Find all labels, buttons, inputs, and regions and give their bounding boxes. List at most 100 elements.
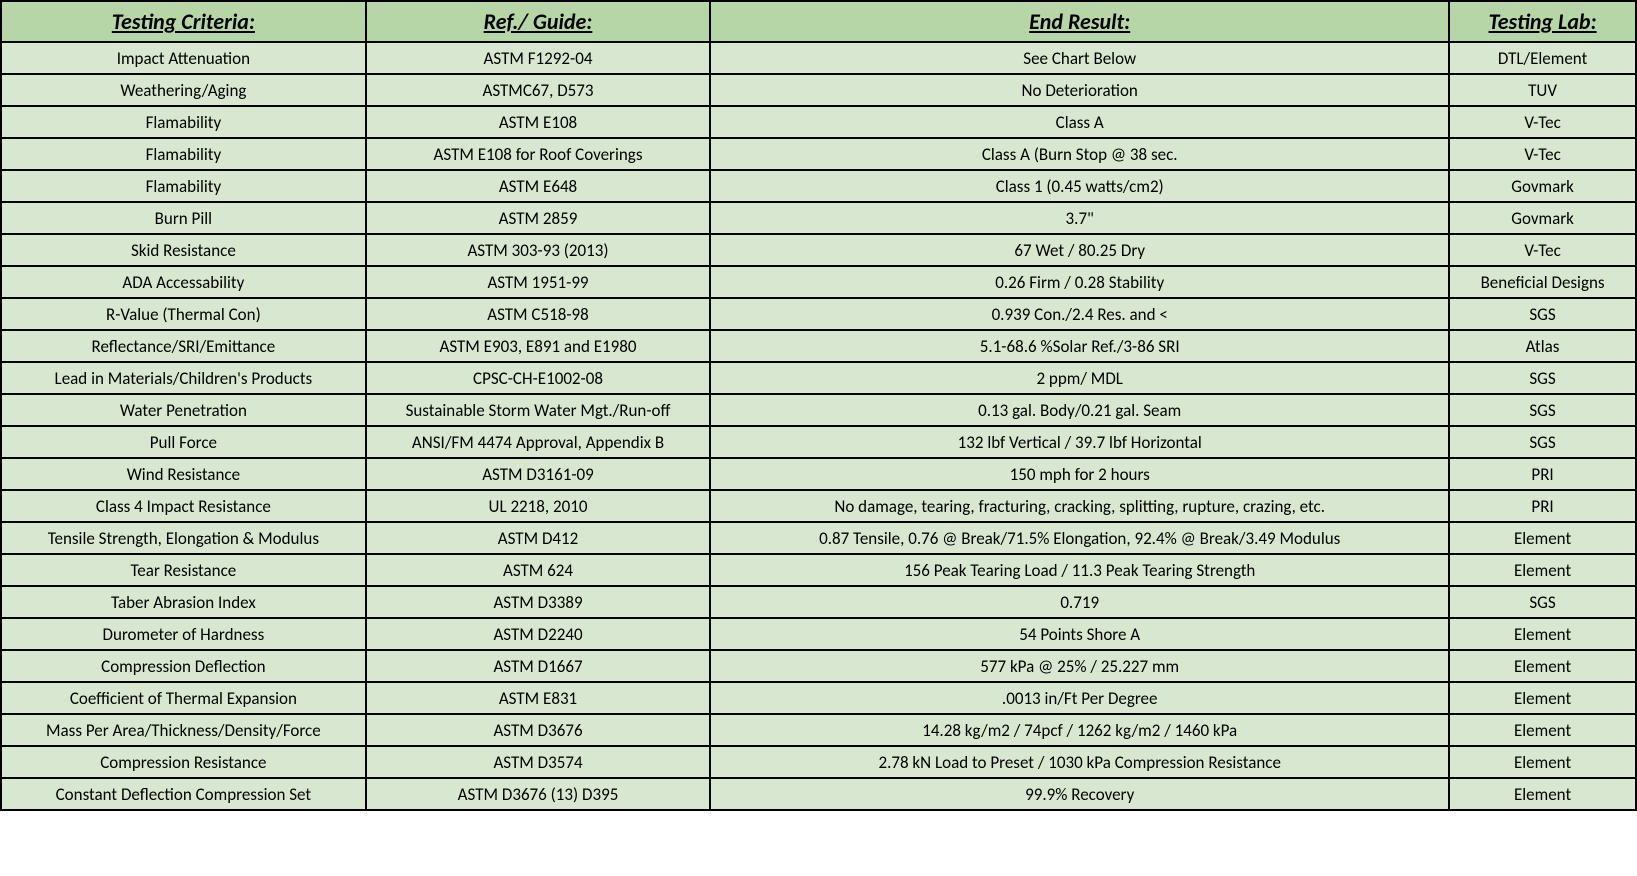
cell-ref: ASTM 2859 [366, 202, 711, 234]
cell-result: 0.87 Tensile, 0.76 @ Break/71.5% Elongat… [710, 522, 1449, 554]
cell-ref: ASTM E831 [366, 682, 711, 714]
table-row: Impact AttenuationASTM F1292-04See Chart… [1, 42, 1636, 74]
cell-criteria: Compression Resistance [1, 746, 366, 778]
cell-criteria: Durometer of Hardness [1, 618, 366, 650]
table-row: ADA AccessabilityASTM 1951-990.26 Firm /… [1, 266, 1636, 298]
cell-criteria: Flamability [1, 138, 366, 170]
cell-ref: Sustainable Storm Water Mgt./Run-off [366, 394, 711, 426]
cell-result: Class 1 (0.45 watts/cm2) [710, 170, 1449, 202]
cell-criteria: ADA Accessability [1, 266, 366, 298]
cell-result: 5.1-68.6 %Solar Ref./3-86 SRI [710, 330, 1449, 362]
cell-result: 2.78 kN Load to Preset / 1030 kPa Compre… [710, 746, 1449, 778]
table-row: Constant Deflection Compression SetASTM … [1, 778, 1636, 810]
cell-ref: ASTM D3389 [366, 586, 711, 618]
cell-ref: ASTM E648 [366, 170, 711, 202]
testing-criteria-table: Testing Criteria: Ref./ Guide: End Resul… [0, 0, 1637, 811]
table-row: Coefficient of Thermal ExpansionASTM E83… [1, 682, 1636, 714]
cell-criteria: Constant Deflection Compression Set [1, 778, 366, 810]
table-row: FlamabilityASTM E108 for Roof CoveringsC… [1, 138, 1636, 170]
cell-criteria: Mass Per Area/Thickness/Density/Force [1, 714, 366, 746]
table-row: FlamabilityASTM E108Class AV-Tec [1, 106, 1636, 138]
cell-ref: ASTM D1667 [366, 650, 711, 682]
cell-lab: Element [1449, 650, 1636, 682]
cell-lab: Element [1449, 618, 1636, 650]
cell-ref: ASTM E108 for Roof Coverings [366, 138, 711, 170]
cell-lab: Element [1449, 714, 1636, 746]
cell-result: 0.939 Con./2.4 Res. and < [710, 298, 1449, 330]
cell-result: 67 Wet / 80.25 Dry [710, 234, 1449, 266]
cell-ref: ASTM D2240 [366, 618, 711, 650]
cell-ref: ASTMC67, D573 [366, 74, 711, 106]
cell-criteria: Pull Force [1, 426, 366, 458]
cell-lab: DTL/Element [1449, 42, 1636, 74]
cell-lab: Element [1449, 554, 1636, 586]
cell-lab: PRI [1449, 458, 1636, 490]
cell-result: 99.9% Recovery [710, 778, 1449, 810]
cell-criteria: Compression Deflection [1, 650, 366, 682]
cell-ref: ASTM D3676 [366, 714, 711, 746]
cell-lab: Govmark [1449, 170, 1636, 202]
table-body: Impact AttenuationASTM F1292-04See Chart… [1, 42, 1636, 810]
table-row: FlamabilityASTM E648Class 1 (0.45 watts/… [1, 170, 1636, 202]
table-row: Tensile Strength, Elongation & ModulusAS… [1, 522, 1636, 554]
col-header-criteria: Testing Criteria: [1, 1, 366, 42]
cell-result: 132 lbf Vertical / 39.7 lbf Horizontal [710, 426, 1449, 458]
cell-lab: Atlas [1449, 330, 1636, 362]
cell-lab: SGS [1449, 362, 1636, 394]
table-row: Skid ResistanceASTM 303-93 (2013)67 Wet … [1, 234, 1636, 266]
cell-criteria: Skid Resistance [1, 234, 366, 266]
cell-criteria: Wind Resistance [1, 458, 366, 490]
cell-lab: V-Tec [1449, 138, 1636, 170]
cell-lab: Element [1449, 522, 1636, 554]
cell-result: 3.7" [710, 202, 1449, 234]
col-header-ref: Ref./ Guide: [366, 1, 711, 42]
cell-ref: ASTM C518-98 [366, 298, 711, 330]
cell-criteria: Flamability [1, 170, 366, 202]
cell-result: 150 mph for 2 hours [710, 458, 1449, 490]
cell-ref: ASTM 303-93 (2013) [366, 234, 711, 266]
cell-ref: UL 2218, 2010 [366, 490, 711, 522]
table-row: Taber Abrasion IndexASTM D33890.719SGS [1, 586, 1636, 618]
cell-criteria: Reflectance/SRI/Emittance [1, 330, 366, 362]
cell-ref: ASTM E903, E891 and E1980 [366, 330, 711, 362]
cell-ref: ASTM E108 [366, 106, 711, 138]
table-row: Class 4 Impact ResistanceUL 2218, 2010No… [1, 490, 1636, 522]
cell-result: 14.28 kg/m2 / 74pcf / 1262 kg/m2 / 1460 … [710, 714, 1449, 746]
cell-criteria: Burn Pill [1, 202, 366, 234]
cell-lab: Element [1449, 746, 1636, 778]
cell-result: 0.26 Firm / 0.28 Stability [710, 266, 1449, 298]
cell-criteria: Taber Abrasion Index [1, 586, 366, 618]
cell-lab: Govmark [1449, 202, 1636, 234]
cell-criteria: Flamability [1, 106, 366, 138]
table-row: Wind ResistanceASTM D3161-09150 mph for … [1, 458, 1636, 490]
cell-ref: CPSC-CH-E1002-08 [366, 362, 711, 394]
cell-result: Class A (Burn Stop @ 38 sec. [710, 138, 1449, 170]
cell-result: 0.719 [710, 586, 1449, 618]
cell-result: 577 kPa @ 25% / 25.227 mm [710, 650, 1449, 682]
cell-criteria: R-Value (Thermal Con) [1, 298, 366, 330]
cell-result: 0.13 gal. Body/0.21 gal. Seam [710, 394, 1449, 426]
table-row: R-Value (Thermal Con)ASTM C518-980.939 C… [1, 298, 1636, 330]
table-row: Reflectance/SRI/EmittanceASTM E903, E891… [1, 330, 1636, 362]
table-row: Lead in Materials/Children's ProductsCPS… [1, 362, 1636, 394]
table-row: Pull ForceANSI/FM 4474 Approval, Appendi… [1, 426, 1636, 458]
cell-lab: V-Tec [1449, 106, 1636, 138]
cell-lab: Element [1449, 682, 1636, 714]
table-row: Durometer of HardnessASTM D224054 Points… [1, 618, 1636, 650]
cell-criteria: Impact Attenuation [1, 42, 366, 74]
table-row: Water PenetrationSustainable Storm Water… [1, 394, 1636, 426]
cell-result: Class A [710, 106, 1449, 138]
cell-lab: PRI [1449, 490, 1636, 522]
cell-criteria: Tensile Strength, Elongation & Modulus [1, 522, 366, 554]
table-row: Compression DeflectionASTM D1667577 kPa … [1, 650, 1636, 682]
table-row: Compression ResistanceASTM D35742.78 kN … [1, 746, 1636, 778]
cell-result: .0013 in/Ft Per Degree [710, 682, 1449, 714]
cell-ref: ASTM D3574 [366, 746, 711, 778]
cell-criteria: Lead in Materials/Children's Products [1, 362, 366, 394]
cell-criteria: Weathering/Aging [1, 74, 366, 106]
table-row: Mass Per Area/Thickness/Density/ForceAST… [1, 714, 1636, 746]
table-row: Burn PillASTM 28593.7"Govmark [1, 202, 1636, 234]
cell-criteria: Water Penetration [1, 394, 366, 426]
cell-ref: ANSI/FM 4474 Approval, Appendix B [366, 426, 711, 458]
table-row: Weathering/AgingASTMC67, D573No Deterior… [1, 74, 1636, 106]
